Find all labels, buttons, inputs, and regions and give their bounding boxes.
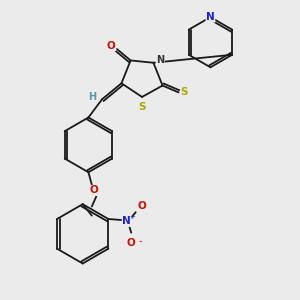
Text: N: N: [156, 56, 164, 65]
Text: O: O: [127, 238, 136, 248]
Text: S: S: [138, 102, 146, 112]
Text: N: N: [206, 12, 215, 22]
Text: O: O: [107, 40, 116, 51]
Text: S: S: [181, 87, 188, 98]
Text: N: N: [122, 216, 131, 226]
Text: H: H: [88, 92, 96, 102]
Text: O: O: [137, 202, 146, 212]
Text: O: O: [90, 185, 98, 196]
Text: -: -: [139, 236, 142, 246]
Text: +: +: [129, 214, 135, 220]
